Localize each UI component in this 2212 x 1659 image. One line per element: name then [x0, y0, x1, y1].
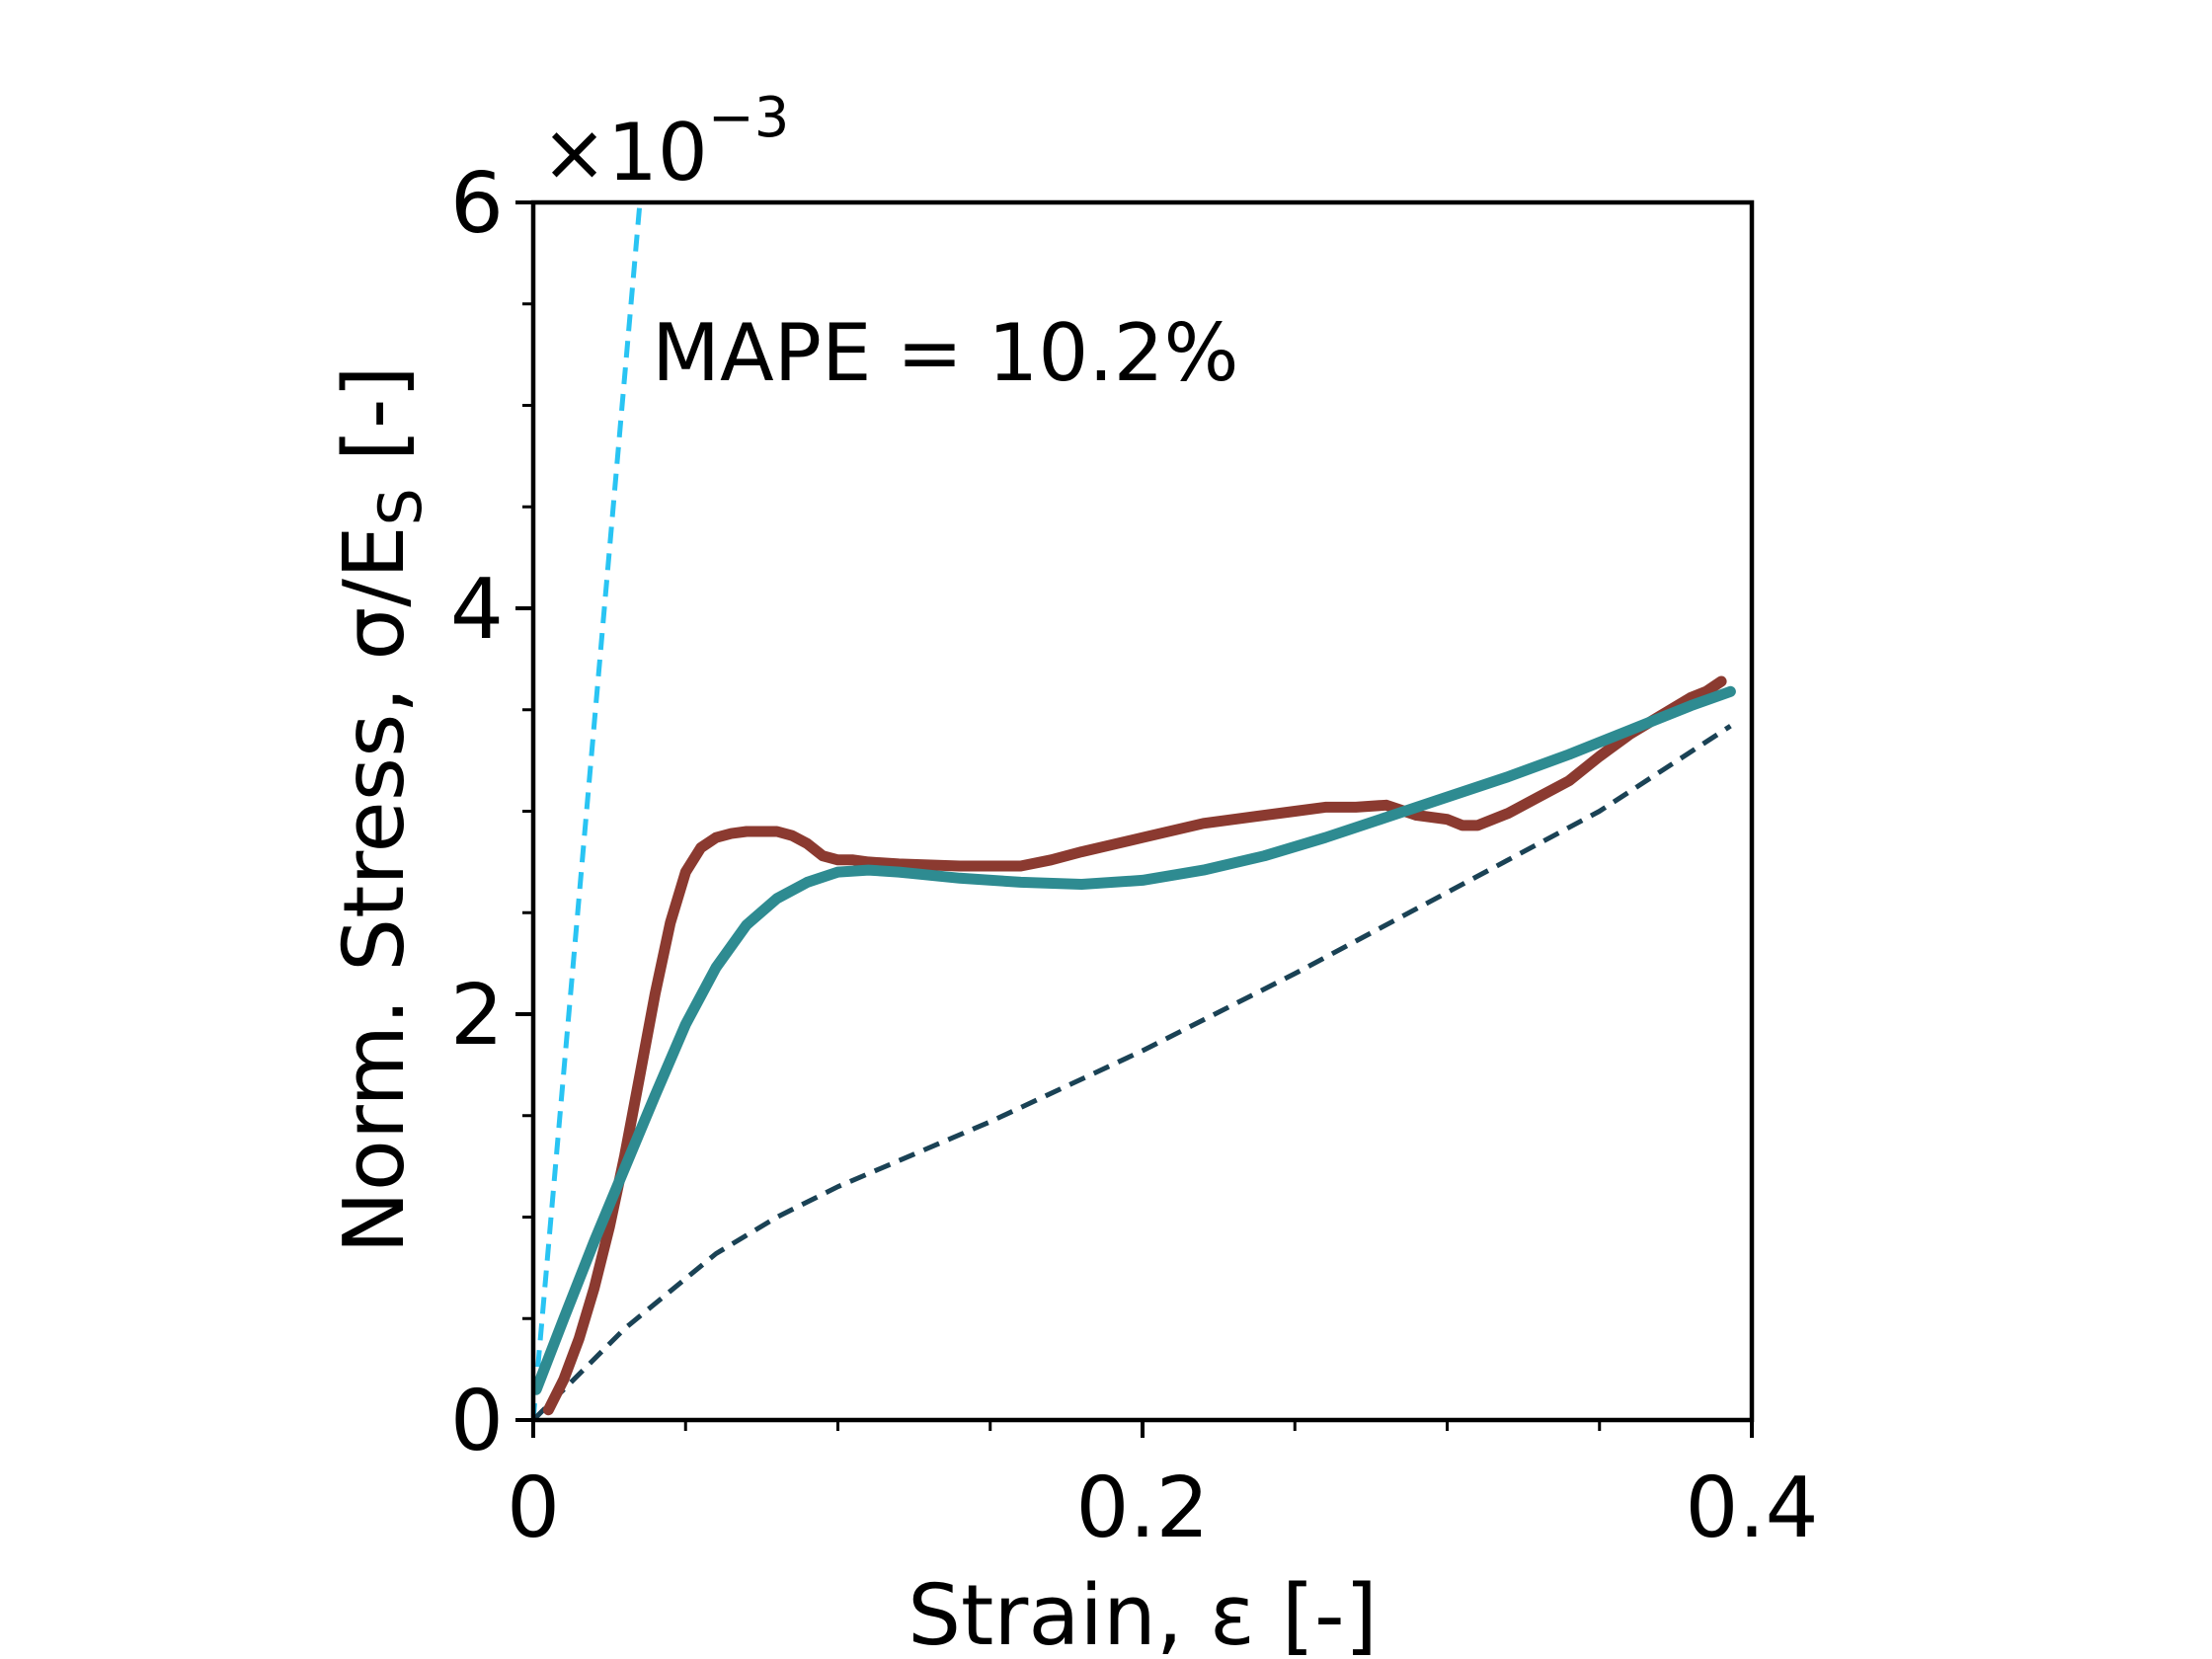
y-axis-label: Norm. Stress, σ/ES [-]	[326, 365, 435, 1253]
mape-annotation: MAPE = 10.2%	[652, 307, 1239, 399]
y-tick-label: 0	[450, 1373, 504, 1470]
series-line-1	[533, 724, 1732, 1420]
series-line-0	[533, 202, 643, 1420]
y-axis-label-suffix: [-]	[326, 365, 424, 488]
y-tick-labels: 0 2 4 6	[450, 155, 504, 1470]
y-tick-label: 4	[450, 561, 504, 659]
series-layer	[533, 202, 1736, 1420]
major-ticks	[515, 200, 1754, 1438]
series-line-3	[533, 685, 1736, 1395]
y-offset-exponent: −3	[708, 86, 790, 150]
plot-frame	[530, 199, 1755, 1423]
y-axis-label-main: Norm. Stress, σ/E	[326, 525, 424, 1253]
x-tick-label: 0.4	[1685, 1460, 1818, 1557]
y-axis-label-subscript: S	[366, 488, 435, 525]
y-offset-base: ×10	[541, 107, 708, 198]
series-line-2	[542, 675, 1727, 1416]
y-tick-label: 2	[450, 967, 504, 1065]
y-tick-label: 6	[450, 155, 504, 253]
y-offset-text: ×10−3	[541, 86, 789, 198]
x-tick-label: 0	[507, 1460, 560, 1557]
x-tick-label: 0.2	[1075, 1460, 1209, 1557]
x-tick-labels: 0 0.2 0.4	[507, 1460, 1819, 1557]
x-axis-label: Strain, ε [-]	[908, 1567, 1378, 1659]
